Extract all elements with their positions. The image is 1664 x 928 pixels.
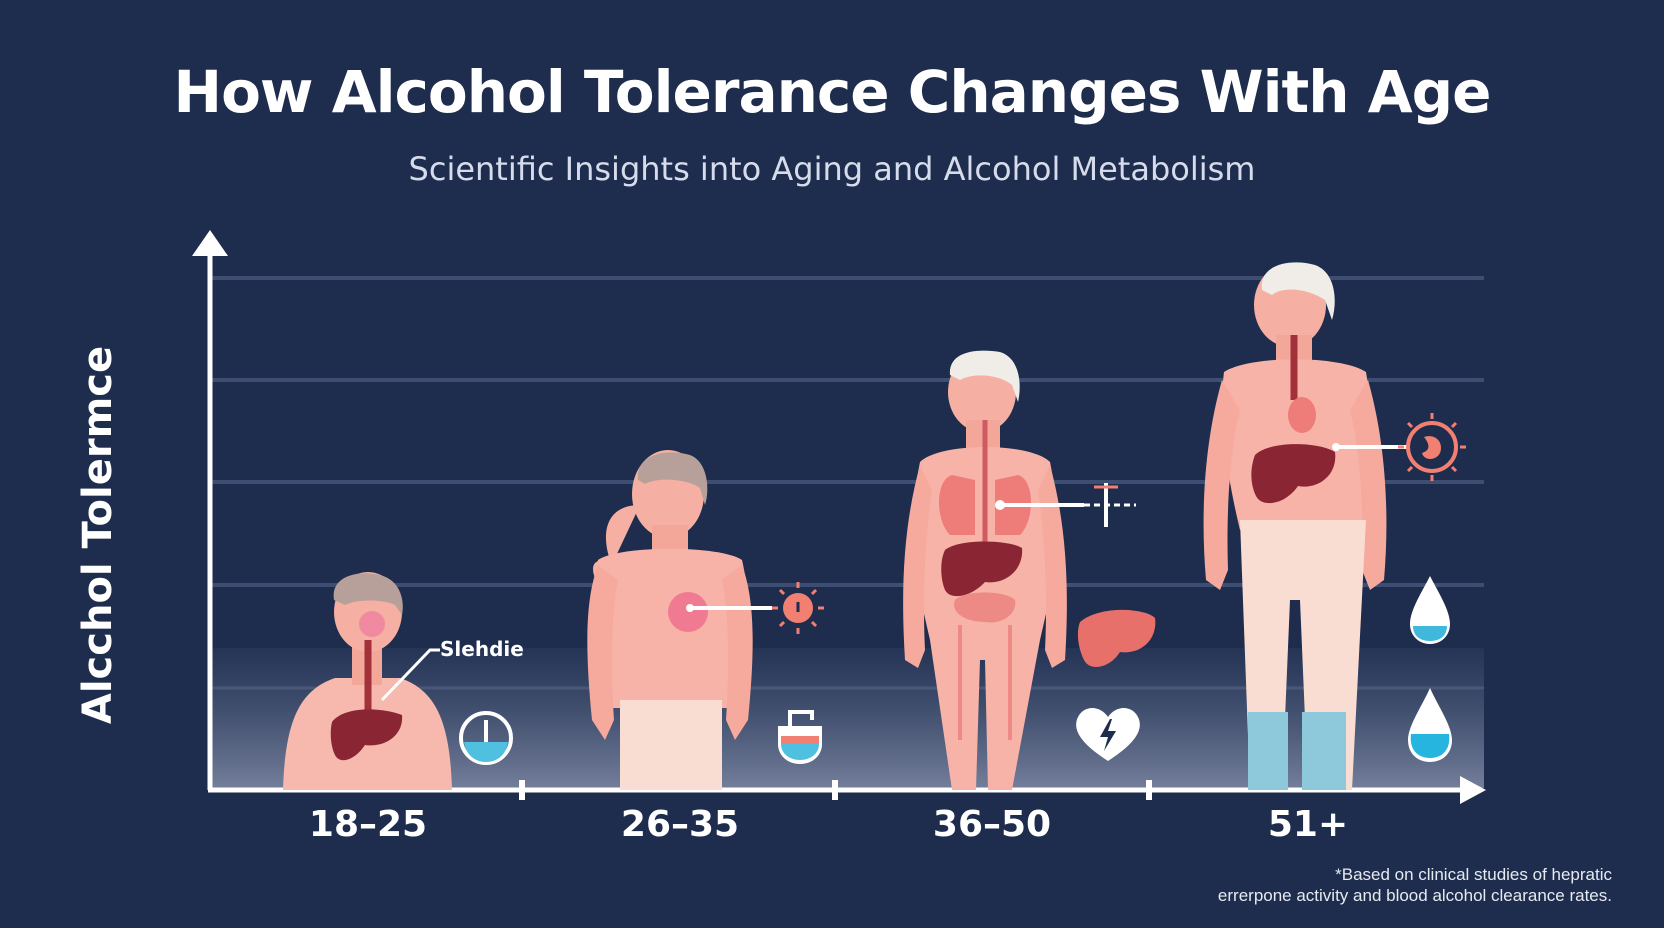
x-tick-label: 18–25 bbox=[308, 804, 428, 845]
x-tick-label: 26–35 bbox=[620, 804, 740, 845]
footnote-line: *Based on clinical studies of hepratic bbox=[1335, 865, 1612, 884]
sun-stomach-icon bbox=[1398, 413, 1466, 481]
x-axis-arrow-icon bbox=[1460, 776, 1486, 804]
beaker-icon bbox=[459, 711, 513, 765]
figure-36-50 bbox=[903, 350, 1084, 790]
page-subtitle: Scientific Insights into Aging and Alcoh… bbox=[408, 150, 1256, 188]
footnote: *Based on clinical studies of hepratic e… bbox=[1218, 864, 1612, 906]
y-axis-label: Alcchol Tolermce bbox=[75, 345, 121, 725]
crosshair-icon bbox=[1084, 483, 1136, 527]
droplet-icon bbox=[1408, 688, 1452, 762]
page-title: How Alcohol Tolerance Changes With Age bbox=[173, 58, 1492, 126]
figure-51-plus bbox=[1203, 262, 1410, 790]
heart-lightning-icon bbox=[1076, 708, 1140, 761]
sun-icon bbox=[772, 582, 824, 634]
liver-icon bbox=[330, 709, 403, 761]
callout-label: Slehdie bbox=[440, 637, 524, 661]
beaker-icon bbox=[778, 710, 822, 764]
figure-18-25 bbox=[283, 572, 452, 790]
footnote-line: errerpone activity and blood alcohol cle… bbox=[1217, 886, 1612, 905]
figure-26-35 bbox=[587, 450, 772, 790]
y-axis bbox=[192, 230, 228, 790]
x-tick-label: 51+ bbox=[1267, 804, 1349, 845]
x-tick-label: 36–50 bbox=[932, 804, 1052, 845]
liver-icon bbox=[1077, 609, 1156, 667]
y-axis-arrow-icon bbox=[192, 230, 228, 256]
droplet-icon bbox=[1410, 576, 1450, 644]
